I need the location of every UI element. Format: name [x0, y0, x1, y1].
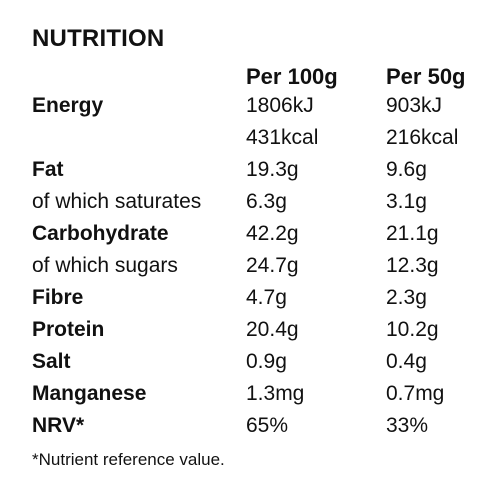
value-per-50g: 0.4g [386, 350, 427, 373]
value-per-100g: 6.3g [246, 190, 287, 213]
value-per-50g: 0.7mg [386, 382, 445, 405]
nutrition-title: NUTRITION [32, 25, 165, 52]
value-per-100g: 431kcal [246, 126, 319, 149]
value-per-50g: 903kJ [386, 94, 443, 117]
table-row-salt: Salt 0.9g 0.4g [0, 346, 500, 378]
value-per-50g: 2.3g [386, 286, 427, 309]
footnote: *Nutrient reference value. [32, 450, 225, 469]
value-per-50g: 21.1g [386, 222, 439, 245]
column-header-per-100g: Per 100g [246, 64, 338, 89]
row-label: Carbohydrate [32, 222, 169, 245]
row-label: Fat [32, 158, 64, 181]
row-label: Manganese [32, 382, 147, 405]
row-label: of which saturates [32, 190, 202, 213]
table-row-energy-kj: Energy 1806kJ 903kJ [0, 90, 500, 122]
table-row-manganese: Manganese 1.3mg 0.7mg [0, 378, 500, 410]
value-per-50g: 3.1g [386, 190, 427, 213]
table-row-carbohydrate: Carbohydrate 42.2g 21.1g [0, 218, 500, 250]
value-per-100g: 24.7g [246, 254, 299, 277]
value-per-50g: 9.6g [386, 158, 427, 181]
row-label: Protein [32, 318, 105, 341]
row-label: NRV* [32, 414, 85, 437]
row-label: Salt [32, 350, 71, 373]
table-row-protein: Protein 20.4g 10.2g [0, 314, 500, 346]
table-row-fat: Fat 19.3g 9.6g [0, 154, 500, 186]
value-per-100g: 4.7g [246, 286, 287, 309]
value-per-100g: 1806kJ [246, 94, 314, 117]
value-per-50g: 10.2g [386, 318, 439, 341]
column-header-per-50g: Per 50g [386, 64, 466, 89]
row-label: of which sugars [32, 254, 178, 277]
value-per-50g: 12.3g [386, 254, 439, 277]
value-per-100g: 20.4g [246, 318, 299, 341]
value-per-100g: 65% [246, 414, 289, 437]
table-row-saturates: of which saturates 6.3g 3.1g [0, 186, 500, 218]
row-label: Fibre [32, 286, 84, 309]
row-label: Energy [32, 94, 104, 117]
value-per-50g: 33% [386, 414, 429, 437]
value-per-100g: 42.2g [246, 222, 299, 245]
table-row-sugars: of which sugars 24.7g 12.3g [0, 250, 500, 282]
value-per-100g: 19.3g [246, 158, 299, 181]
value-per-100g: 0.9g [246, 350, 287, 373]
value-per-50g: 216kcal [386, 126, 459, 149]
table-row-energy-kcal: 431kcal 216kcal [0, 122, 500, 154]
table-row-nrv: NRV* 65% 33% [0, 410, 500, 442]
table-row-fibre: Fibre 4.7g 2.3g [0, 282, 500, 314]
value-per-100g: 1.3mg [246, 382, 305, 405]
